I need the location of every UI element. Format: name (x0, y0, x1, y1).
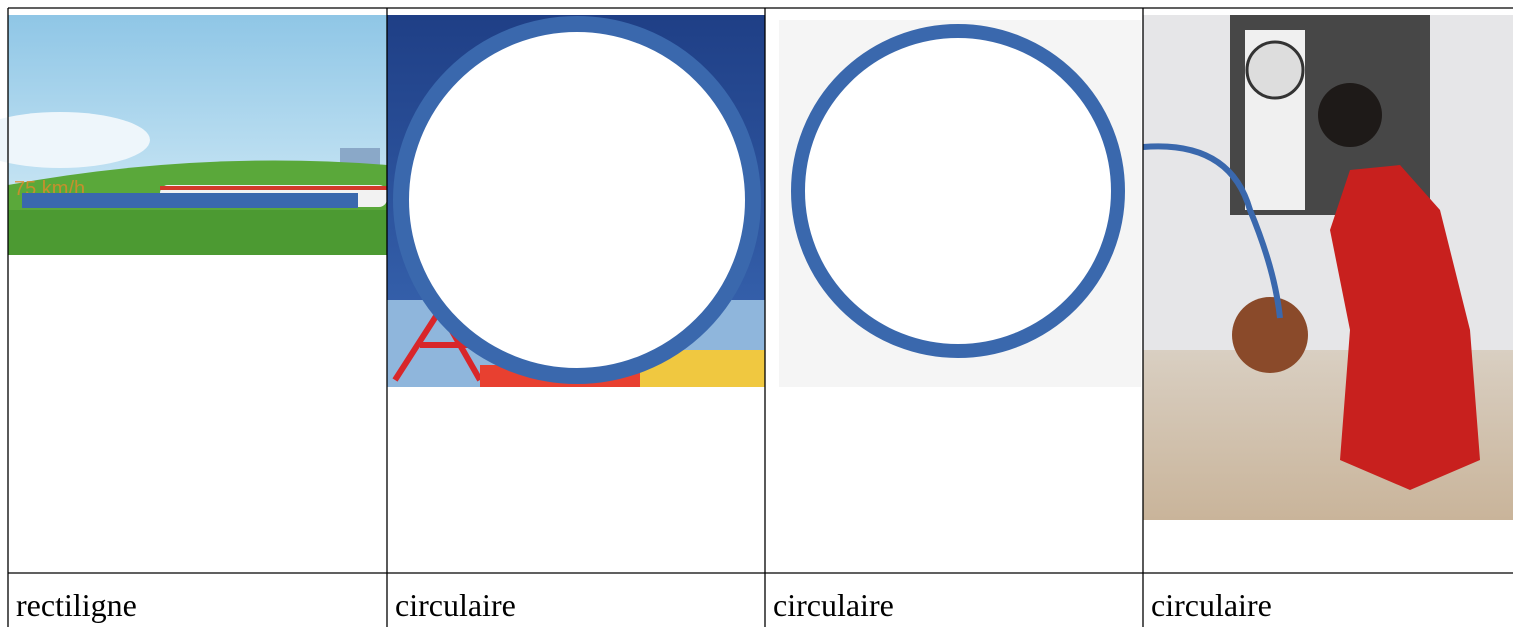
caption: rectiligne (16, 587, 137, 623)
circle-image (779, 20, 1141, 387)
train-image: 75 km/h (0, 15, 387, 255)
fairground-image (387, 15, 765, 387)
caption: circulaire (1151, 587, 1272, 623)
basketball-image (1142, 15, 1513, 520)
caption: circulaire (395, 587, 516, 623)
caption: circulaire (773, 587, 894, 623)
